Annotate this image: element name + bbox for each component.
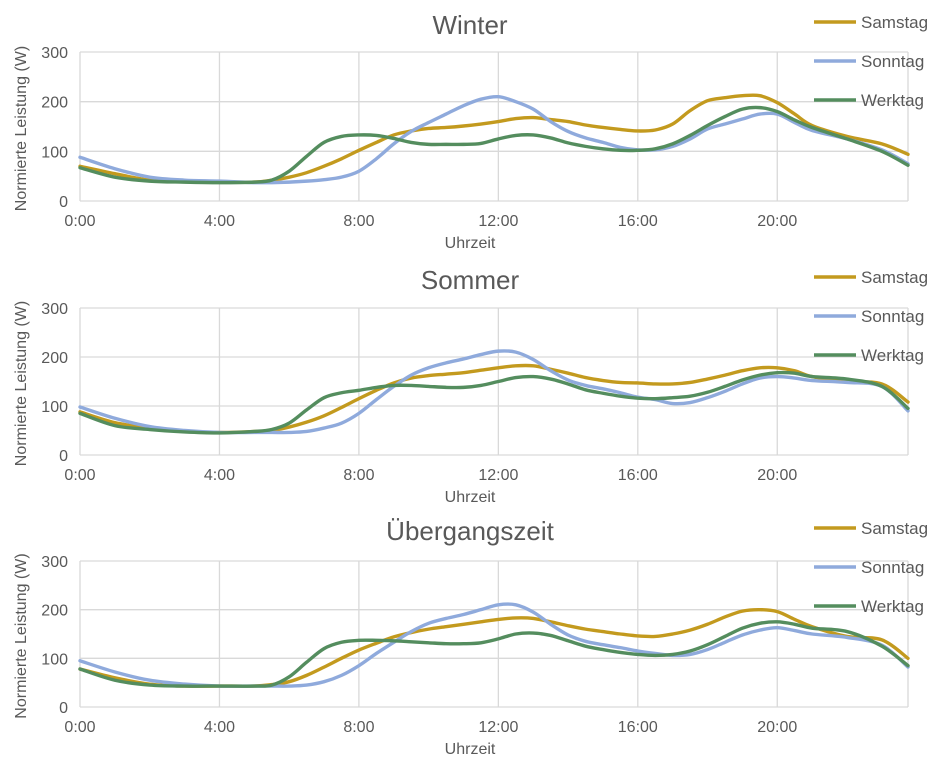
chart-1-x-tick-label: 0:00	[64, 213, 95, 230]
chart-2-legend-label-sonntag: Sonntag	[861, 307, 924, 326]
chart-1-x-axis-label: Uhrzeit	[445, 235, 496, 252]
chart-3-y-tick-label: 300	[41, 554, 68, 571]
chart-3-y-tick-label: 200	[41, 603, 68, 620]
chart-2-title: Sommer	[421, 265, 520, 295]
chart-3-x-tick-label: 0:00	[64, 719, 95, 736]
chart-2-series-werktag-line	[78, 370, 910, 435]
chart-1-legend-label-werktag: Werktag	[861, 91, 924, 110]
chart-2-x-axis-label: Uhrzeit	[445, 489, 496, 506]
chart-1-x-tick-label: 8:00	[343, 213, 374, 230]
chart-1-y-tick-label: 200	[41, 95, 68, 112]
chart-3-legend-label-werktag: Werktag	[861, 597, 924, 616]
chart-1-series-werktag-line	[78, 105, 910, 185]
chart-3-y-axis-label: Normierte Leistung (W)	[13, 553, 30, 718]
chart-2-legend-label-samstag: Samstag	[861, 268, 928, 287]
chart-2-x-tick-label: 20:00	[757, 467, 797, 484]
chart-3-x-tick-label: 20:00	[757, 719, 797, 736]
chart-2-y-tick-label: 100	[41, 399, 68, 416]
chart-2-legend-label-werktag: Werktag	[861, 346, 924, 365]
chart-3-title: Übergangszeit	[386, 516, 554, 546]
chart-1-x-tick-label: 4:00	[204, 213, 235, 230]
chart-3-x-tick-label: 8:00	[343, 719, 374, 736]
chart-3-x-tick-label: 12:00	[478, 719, 518, 736]
chart-1-legend-label-sonntag: Sonntag	[861, 52, 924, 71]
chart-2-series-sonntag-line	[78, 349, 910, 435]
chart-1-x-tick-label: 12:00	[478, 213, 518, 230]
chart-1-legend-label-samstag: Samstag	[861, 13, 928, 32]
chart-2-y-axis-label: Normierte Leistung (W)	[13, 301, 30, 466]
chart-1-x-tick-label: 20:00	[757, 213, 797, 230]
chart-2-x-tick-label: 12:00	[478, 467, 518, 484]
chart-2-y-tick-label: 300	[41, 301, 68, 318]
chart-3-y-tick-label: 100	[41, 651, 68, 668]
chart-3-x-axis-label: Uhrzeit	[445, 741, 496, 758]
chart-1-series-samstag-line	[78, 93, 910, 185]
chart-2-x-tick-label: 0:00	[64, 467, 95, 484]
chart-1-y-tick-label: 0	[59, 194, 68, 211]
chart-3-legend-label-samstag: Samstag	[861, 519, 928, 538]
chart-2-x-tick-label: 4:00	[204, 467, 235, 484]
chart-1-series-sonntag-line	[78, 94, 910, 185]
chart-3-y-tick-label: 0	[59, 700, 68, 717]
chart-3-legend-label-sonntag: Sonntag	[861, 558, 924, 577]
chart-2-series-samstag-line	[78, 363, 910, 435]
chart-3-series-samstag-line	[78, 607, 910, 688]
chart-3-x-tick-label: 16:00	[618, 719, 658, 736]
chart-1-y-tick-label: 300	[41, 45, 68, 62]
chart-3-x-tick-label: 4:00	[204, 719, 235, 736]
chart-1-y-tick-label: 100	[41, 144, 68, 161]
chart-3-series-werktag-line	[78, 620, 910, 688]
chart-2-y-tick-label: 0	[59, 448, 68, 465]
chart-1-title: Winter	[432, 10, 507, 40]
chart-2-y-tick-label: 200	[41, 350, 68, 367]
chart-1-y-axis-label: Normierte Leistung (W)	[13, 46, 30, 211]
chart-2-x-tick-label: 8:00	[343, 467, 374, 484]
chart-1-x-tick-label: 16:00	[618, 213, 658, 230]
chart-3-series-sonntag-line	[78, 602, 910, 688]
chart-2-x-tick-label: 16:00	[618, 467, 658, 484]
